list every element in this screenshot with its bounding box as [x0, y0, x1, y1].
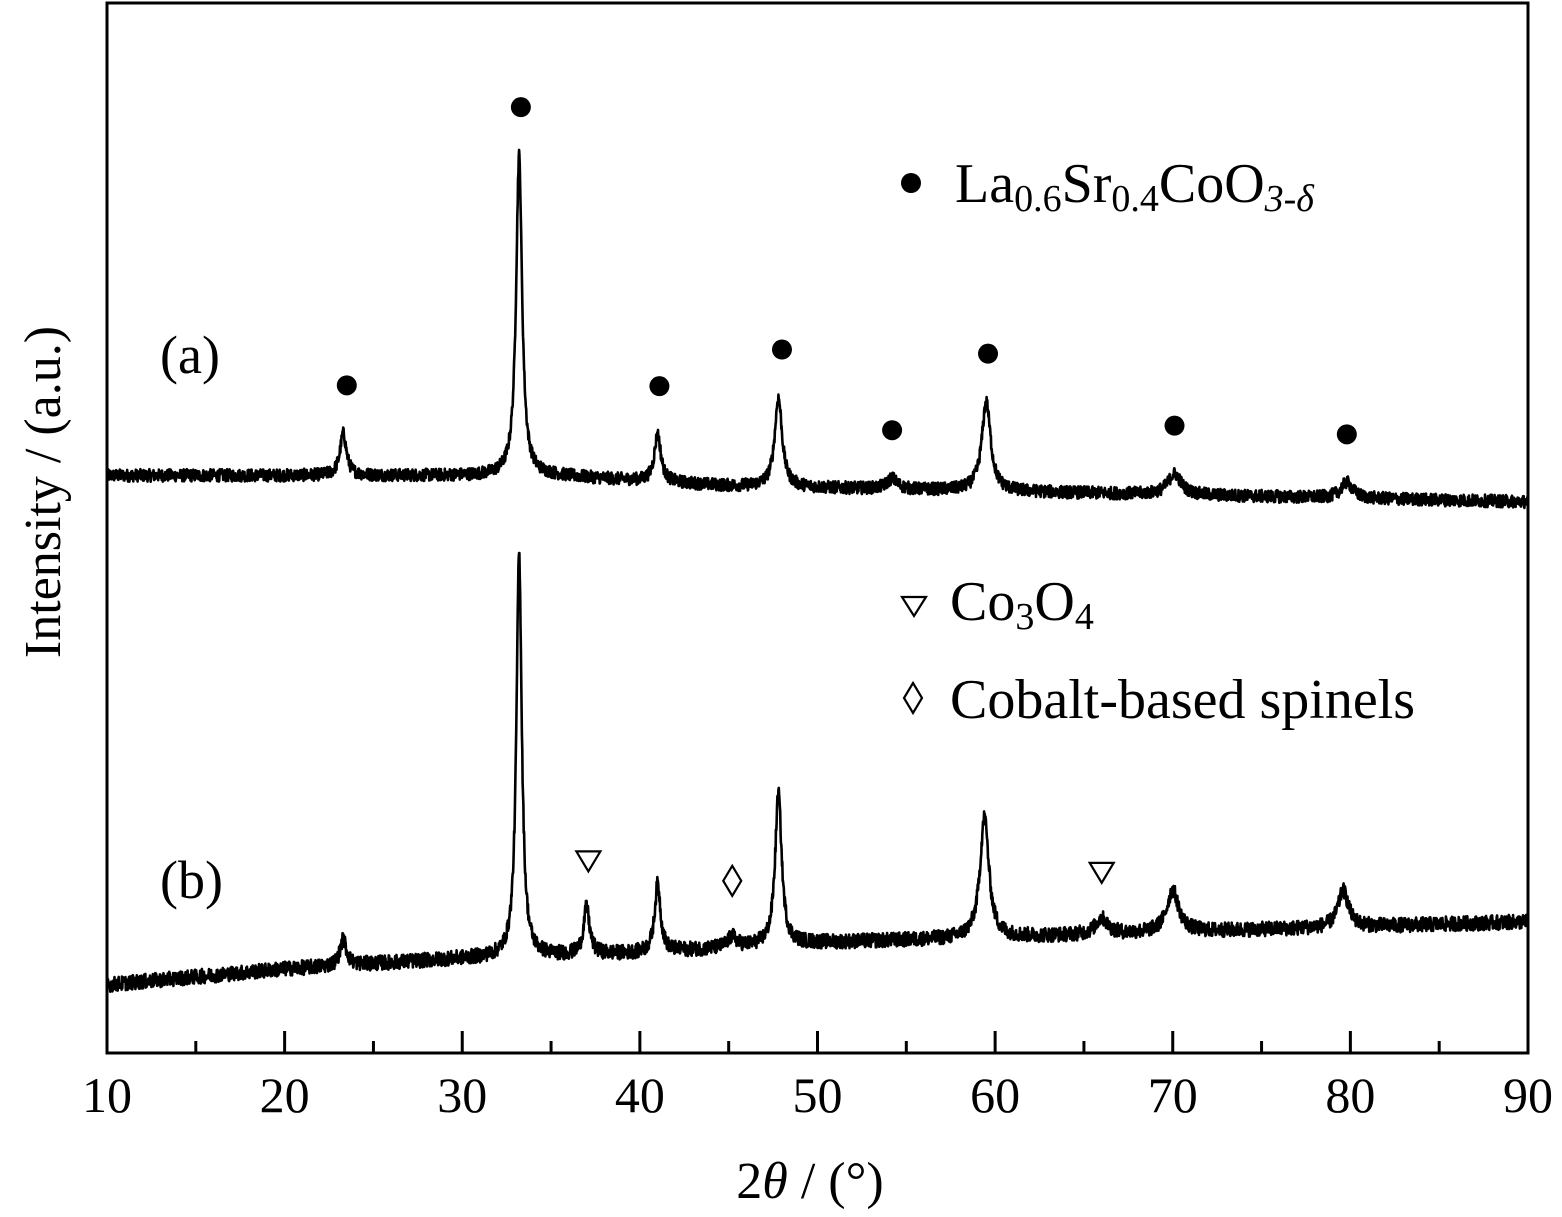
x-tick-label: 20 — [260, 1067, 310, 1123]
x-axis-title: 2θ / (°) — [736, 1153, 883, 1210]
series-a-line — [105, 148, 1530, 510]
x-tick-label: 60 — [970, 1067, 1020, 1123]
lsco-peak-dot — [1336, 424, 1357, 445]
lsco-peak-dot — [771, 339, 792, 360]
x-tick-label: 70 — [1148, 1067, 1198, 1123]
legend-spinel: Cobalt-based spinels — [950, 669, 1415, 731]
legend-dot-icon — [901, 173, 921, 193]
x-tick-label: 40 — [615, 1067, 665, 1123]
x-tick-label: 10 — [82, 1067, 132, 1123]
y-axis-title: Intensity / (a.u.) — [15, 326, 72, 658]
x-ticks — [105, 1031, 1530, 1053]
x-tick-labels: 10 20 30 40 50 60 70 80 90 — [82, 1067, 1553, 1123]
lsco-peak-dot — [649, 376, 670, 397]
legend-diamond-icon — [902, 680, 924, 716]
lsco-peak-dot — [882, 420, 903, 441]
lsco-peak-dot — [978, 343, 999, 364]
co3o4-peak-triangle — [574, 850, 603, 874]
x-tick-label: 90 — [1503, 1067, 1553, 1123]
co3o4-peak-triangle — [1087, 861, 1116, 886]
legend-triangle-icon — [900, 595, 928, 619]
x-tick-label: 30 — [437, 1067, 487, 1123]
x-tick-label: 50 — [793, 1067, 843, 1123]
x-tick-label: 80 — [1325, 1067, 1375, 1123]
curve-label-a: (a) — [160, 325, 220, 385]
legend-co3o4: Co3O4 — [950, 571, 1094, 638]
series-b-line — [105, 551, 1530, 993]
legend-lsco: La0.6Sr0.4CoO3-δ — [955, 153, 1315, 220]
lsco-peak-dot — [510, 97, 531, 118]
spinel-peak-diamond — [721, 863, 743, 898]
curve-label-b: (b) — [160, 850, 223, 910]
peak-markers — [336, 97, 1357, 898]
lsco-peak-dot — [336, 375, 357, 396]
plot-frame — [105, 1, 1530, 1055]
lsco-peak-dot — [1164, 415, 1185, 436]
